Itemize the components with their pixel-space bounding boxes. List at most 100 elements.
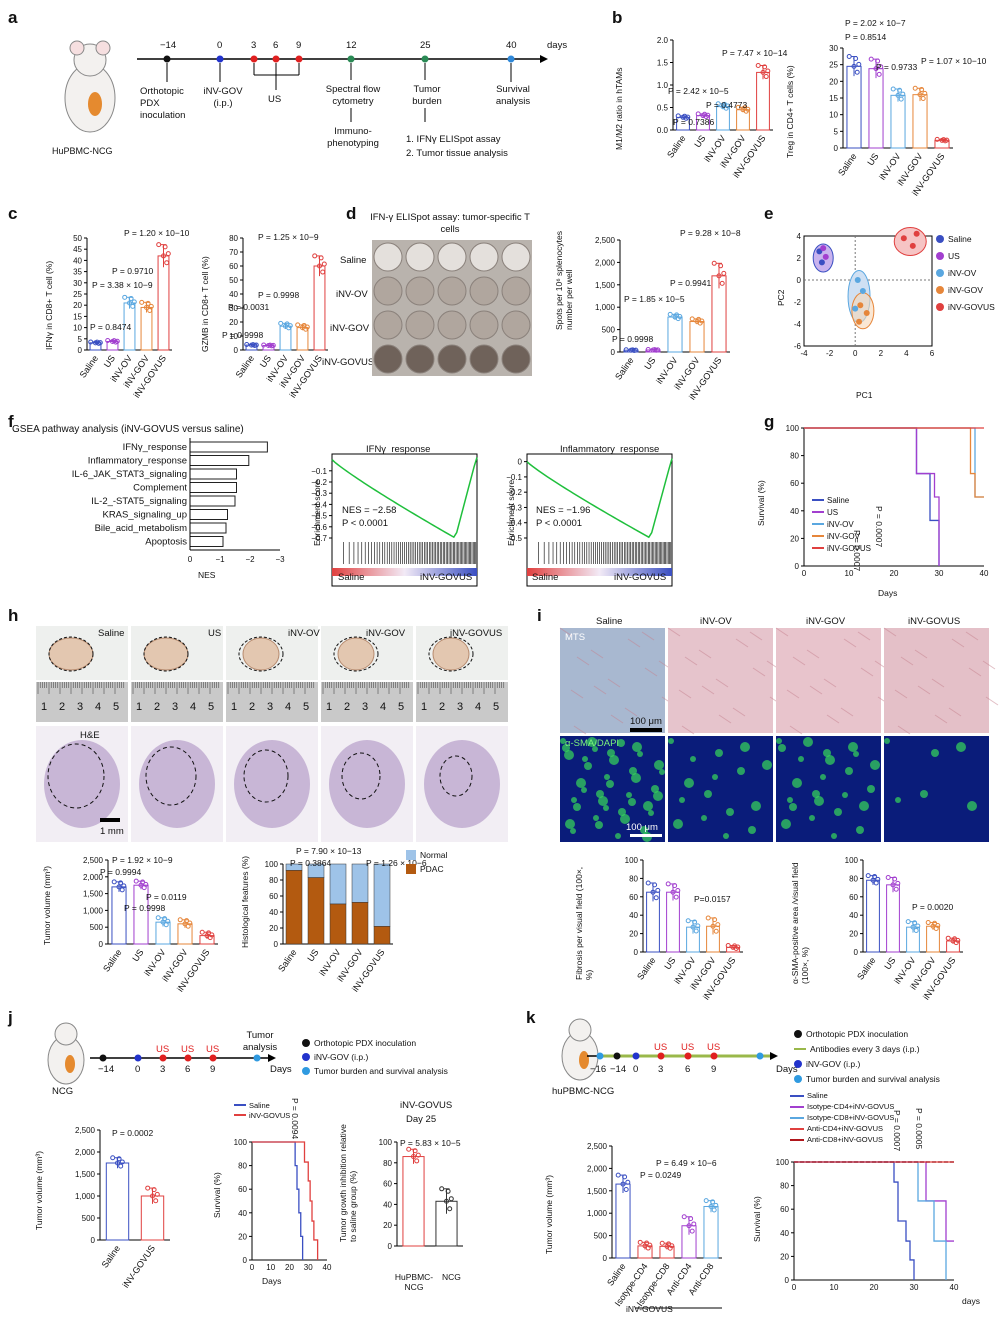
scale-bar xyxy=(630,834,662,837)
tick-label: 0 xyxy=(91,1236,96,1245)
well xyxy=(437,310,467,340)
p-value: P = 0.0094 xyxy=(290,1098,300,1140)
data-point xyxy=(150,1193,155,1199)
data-point xyxy=(110,1155,116,1161)
legend-k: Orthotopic PDX inoculation Antibodies ev… xyxy=(794,1026,940,1086)
chart-f-nes: IFNγ_response Inflammatory_response IL-6_J… xyxy=(72,438,285,564)
well xyxy=(437,242,467,272)
tick-label: 40 xyxy=(950,1283,959,1292)
tick-label: 0 xyxy=(250,1263,255,1272)
legend-item: iNV-OV xyxy=(936,264,995,281)
legend-item: Saline xyxy=(812,494,871,506)
asma-signal xyxy=(798,756,804,762)
data-point xyxy=(164,260,170,266)
data-point xyxy=(705,915,711,921)
bar xyxy=(689,321,705,353)
event: Spectral flow cytometry xyxy=(325,84,381,107)
p-value: P = 0.0007 xyxy=(892,1110,902,1152)
fiber xyxy=(840,707,854,717)
tick-label: 60 xyxy=(849,893,858,902)
data-point xyxy=(675,888,681,894)
tick-label: 30 xyxy=(829,44,838,53)
data-point xyxy=(934,136,940,142)
data-point xyxy=(939,137,945,143)
ruler-number: 4 xyxy=(475,701,481,713)
tick-label: 2,500 xyxy=(83,856,104,865)
timeline-a xyxy=(137,55,548,122)
tick: 0 xyxy=(135,1064,141,1075)
data-point xyxy=(719,280,725,286)
gsea-title: GSEA pathway analysis (iNV-GOVUS versus … xyxy=(12,424,244,435)
tick-label: 45 xyxy=(73,245,82,254)
data-point xyxy=(447,1206,453,1212)
tick: 6 xyxy=(273,40,279,51)
data-point xyxy=(139,299,145,305)
tumor-outline xyxy=(428,636,474,672)
tick-label: 60 xyxy=(383,1180,392,1189)
data-point xyxy=(725,943,731,949)
tick-label: 60 xyxy=(238,1185,247,1194)
tick-label: 60 xyxy=(780,1205,789,1214)
data-point xyxy=(672,314,678,320)
data-point xyxy=(710,923,716,929)
p-value: P = 0.0031 xyxy=(228,302,270,312)
fiber xyxy=(789,725,803,735)
line-swatch xyxy=(794,1047,806,1050)
he-outline xyxy=(243,749,289,803)
bar-normal xyxy=(351,863,369,903)
data-point xyxy=(859,288,866,294)
p-value: P = 0.9710 xyxy=(112,266,154,276)
tick-label: 2,500 xyxy=(75,1126,96,1135)
ruler-number: 2 xyxy=(154,701,160,713)
tick-label: 100 xyxy=(786,424,800,433)
stain-label: MTS xyxy=(565,632,586,643)
tick-label: 80 xyxy=(238,1162,247,1171)
p-value: P = 0.0005 xyxy=(914,1108,924,1150)
data-point xyxy=(681,1214,687,1220)
panel-i-label: i xyxy=(537,606,542,625)
data-point xyxy=(735,104,741,110)
tick-label: 10 xyxy=(73,324,82,333)
well xyxy=(437,276,467,306)
data-point xyxy=(249,342,254,348)
asma-signal xyxy=(628,798,636,806)
data-point xyxy=(713,1202,719,1208)
cluster xyxy=(893,227,927,256)
tick-label: 2,000 xyxy=(75,1148,96,1157)
well xyxy=(405,310,435,340)
data-point xyxy=(153,1198,159,1204)
legend-swatch xyxy=(406,864,416,874)
tick-label: 40 xyxy=(73,256,82,265)
category-label: Saline xyxy=(836,151,859,177)
data-point xyxy=(138,882,144,888)
tick-label: −0.6 xyxy=(311,523,327,532)
p-value: P = 0.9998 xyxy=(222,330,264,340)
es-curve xyxy=(331,457,478,539)
nes-bar xyxy=(189,522,227,534)
tumor-outline xyxy=(333,636,379,672)
data-point xyxy=(144,304,149,310)
bar xyxy=(912,94,928,149)
data-point xyxy=(854,69,860,75)
data-point xyxy=(244,342,250,348)
y-label: α-SMA-positive area /visual field (100×,… xyxy=(790,862,810,984)
timeline-j xyxy=(90,1054,276,1062)
tick-label: 40 xyxy=(323,1263,332,1272)
tick-label: 20 xyxy=(238,1232,247,1241)
data-point xyxy=(165,251,171,257)
tick-label: 40 xyxy=(629,911,638,920)
data-point xyxy=(650,347,656,353)
data-point xyxy=(680,114,686,120)
mouse-icon xyxy=(64,40,116,133)
legend-h: Normal PDAC xyxy=(406,850,447,874)
histology-images xyxy=(559,627,999,842)
tick-label: 20 xyxy=(870,1283,879,1292)
tick-label: 1,500 xyxy=(595,281,616,290)
fiber xyxy=(715,678,729,688)
asma-signal xyxy=(560,738,566,744)
tick-label: 0 xyxy=(388,1242,393,1251)
y-label: Survival (%) xyxy=(756,480,766,526)
x-label: PC1 xyxy=(856,390,873,400)
asma-signal xyxy=(956,742,966,752)
